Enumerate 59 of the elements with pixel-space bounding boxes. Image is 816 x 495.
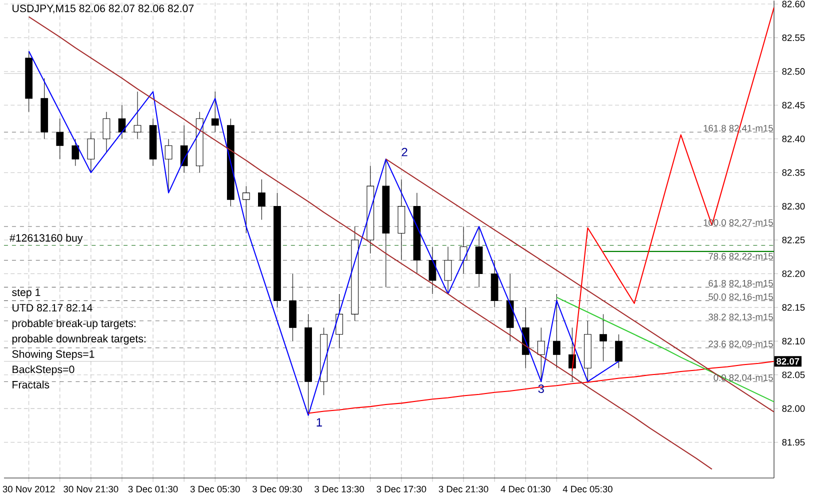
x-tick-label: 3 Dec 01:30 [128,486,178,492]
x-tick-label: 4 Dec 05:30 [562,486,612,492]
candlestick [444,246,452,294]
candlestick [460,226,468,274]
annotation: probable downbreak targets: [12,334,146,345]
candlestick [552,294,560,368]
ref-line-label: 38.2 82.13-m15 [708,314,773,320]
y-tick-label: 82.60 [782,0,805,8]
ref-line-label: 50.0 82.16-m15 [708,293,773,300]
x-tick-label: 3 Dec 09:30 [252,486,302,492]
chart-title: USDJPY,M15 82.06 82.07 82.06 82.07 [12,4,194,14]
annotation: 1 [316,418,322,426]
ref-line-label: 61.8 82.18-m15 [708,280,773,287]
candlestick [180,125,188,173]
candlestick [87,132,95,173]
x-tick-label: 4 Dec 01:30 [500,486,550,492]
ref-line-label: 78.6 82.22-m15 [708,253,773,260]
candlestick [258,179,266,220]
x-tick-label: 3 Dec 17:30 [376,486,426,492]
annotation: step 1 [12,288,40,298]
y-tick-label: 82.20 [782,270,805,277]
y-tick-label: 82.45 [782,102,805,108]
annotation: probable break-up targets: [12,319,136,330]
x-tick-label: 30 Nov 21:30 [64,486,118,492]
annotation: 2 [402,148,408,156]
candlestick [164,138,172,194]
y-tick-label: 82.50 [782,68,805,75]
candlestick [242,186,250,234]
y-tick-label: 82.25 [782,236,805,244]
x-tick-label: 30 Nov 2012 [2,486,55,492]
x-tick-label: 3 Dec 21:30 [438,486,488,492]
candlestick [118,104,126,140]
annotation: BackSteps=0 [12,365,74,376]
y-tick-label: 81.95 [782,438,805,446]
ref-line-label: 23.6 82.09-m15 [708,340,773,348]
candlestick [336,294,344,348]
y-tick-label: 82.05 [782,372,805,378]
y-tick-label: 82.10 [782,338,805,344]
candlestick [428,246,436,294]
ref-line-label: 82.07 [776,358,800,365]
x-tick-label: 3 Dec 05:30 [190,486,240,492]
candlestick [600,314,607,362]
candlestick [56,118,64,160]
candlestick [134,91,142,140]
y-tick-label: 82.40 [782,136,805,142]
y-tick-label: 82.55 [782,34,805,42]
candlestick [211,91,219,132]
y-tick-label: 82.30 [782,203,805,210]
y-tick-label: 82.35 [782,169,805,176]
y-tick-label: 82.15 [782,304,805,311]
candlestick [72,138,80,166]
annotation: UTD 82.17 82.14 [12,304,92,312]
candlestick [615,334,622,368]
y-tick-label: 82.00 [782,405,805,412]
annotation: Fractals [12,380,50,388]
x-tick-label: 3 Dec 13:30 [314,486,364,492]
annotation: Showing Steps=1 [12,350,94,360]
candlestick [102,112,110,153]
ref-line-label: #12613160 buy [10,234,83,244]
